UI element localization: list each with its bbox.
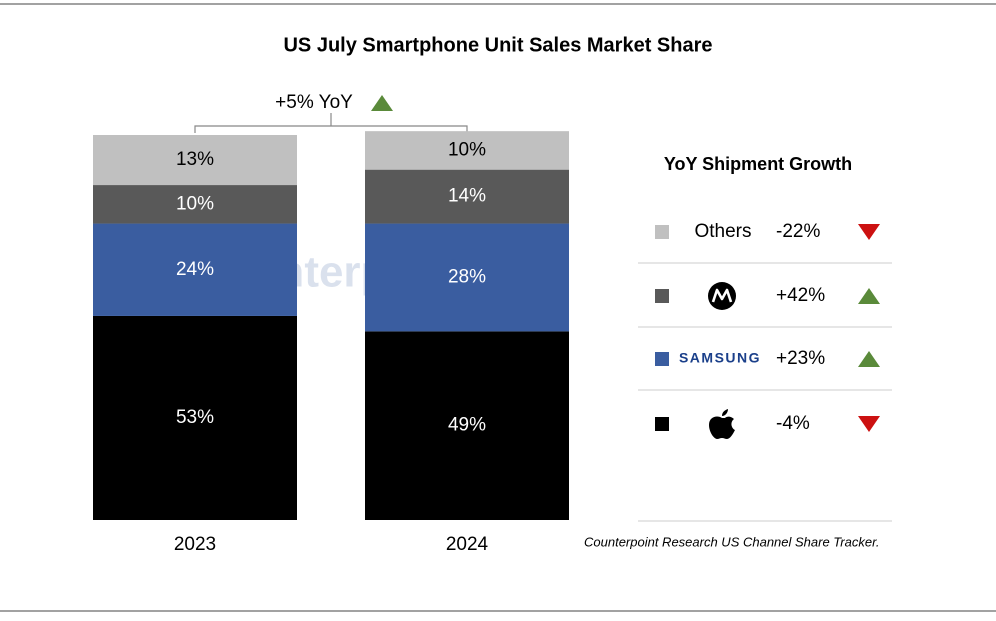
bar-segment (365, 223, 569, 332)
growth-label: +23% (776, 348, 825, 369)
up-arrow (858, 288, 880, 304)
bar-segment (365, 169, 569, 224)
legend-label: SAMSUNG (679, 350, 761, 366)
chart-title: US July Smartphone Unit Sales Market Sha… (283, 34, 712, 56)
bar-segment (93, 315, 297, 520)
bar-segment (93, 185, 297, 224)
data-label: 53% (176, 407, 214, 428)
x-tick-label: 2023 (174, 534, 216, 555)
bar-segment (93, 223, 297, 316)
legend-title: YoY Shipment Growth (664, 154, 852, 174)
bar-segment (93, 135, 297, 186)
data-label: 28% (448, 266, 486, 287)
legend-swatch (655, 289, 669, 303)
up-arrow (371, 95, 393, 111)
legend-swatch (655, 417, 669, 431)
data-label: 10% (176, 193, 214, 214)
legend-swatch (655, 352, 669, 366)
data-label: 10% (448, 139, 486, 160)
down-arrow (858, 224, 880, 240)
bar-segment (365, 131, 569, 170)
legend-label: Others (694, 221, 751, 242)
data-label: 49% (448, 415, 486, 436)
legend-swatch (655, 225, 669, 239)
data-label: 13% (176, 149, 214, 170)
down-arrow (858, 416, 880, 432)
yoy-annotation: +5% YoY (275, 92, 353, 113)
growth-label: +42% (776, 285, 825, 306)
growth-label: -22% (776, 221, 820, 242)
up-arrow (858, 351, 880, 367)
motorola-logo (708, 282, 736, 310)
data-label: 14% (448, 186, 486, 207)
motorola-mark (711, 288, 733, 303)
x-tick-label: 2024 (446, 534, 489, 555)
bar-segment (365, 331, 569, 520)
data-label: 24% (176, 259, 214, 280)
apple-logo (709, 409, 735, 439)
source: Counterpoint Research US Channel Share T… (584, 534, 880, 549)
growth-label: -4% (776, 413, 810, 434)
